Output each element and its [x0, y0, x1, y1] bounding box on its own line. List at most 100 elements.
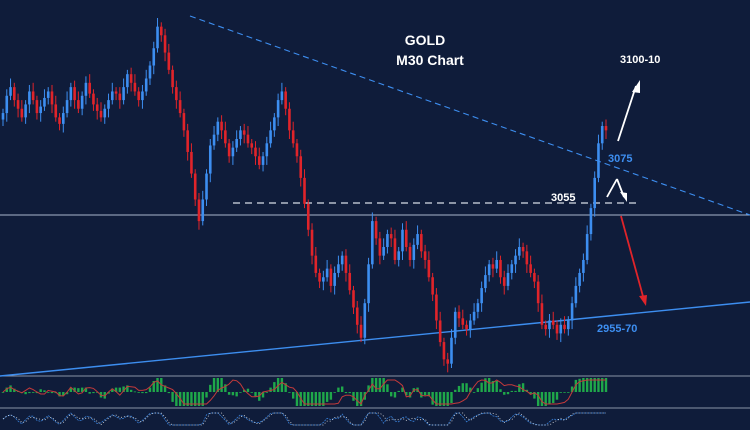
- histogram-signal-line: [2, 379, 606, 405]
- candle-body: [570, 303, 574, 321]
- candle-body: [499, 259, 502, 278]
- histogram-bar: [374, 378, 378, 392]
- histogram-bar: [540, 392, 544, 406]
- candle-body: [118, 93, 122, 101]
- candle-body: [224, 130, 227, 144]
- oscillator-line: [2, 412, 606, 426]
- candle-body: [46, 91, 50, 98]
- histogram-bar: [582, 378, 585, 392]
- histogram-bar: [401, 387, 404, 392]
- candle-body: [186, 130, 189, 152]
- histogram-bar: [405, 392, 408, 396]
- candle-body: [235, 138, 238, 148]
- candle-body: [465, 324, 468, 330]
- support-trendline: [0, 301, 750, 377]
- chart-title-timeframe: M30 Chart: [396, 52, 464, 68]
- histogram-bar: [261, 392, 265, 398]
- histogram-bar: [559, 392, 562, 393]
- candle-body: [208, 145, 212, 174]
- histogram-bar: [438, 392, 442, 406]
- histogram-bar: [107, 392, 110, 394]
- candle-body: [446, 359, 450, 364]
- candle-body: [103, 108, 107, 118]
- candle-body: [329, 268, 333, 286]
- candle-body: [54, 104, 58, 118]
- histogram-bar: [31, 392, 35, 393]
- candle-body: [529, 264, 532, 273]
- candle-body: [484, 275, 487, 289]
- candle-body: [600, 126, 604, 144]
- candle-body: [288, 108, 291, 131]
- histogram-bar: [367, 385, 370, 392]
- histogram-bar: [265, 392, 269, 393]
- histogram-bar: [118, 387, 122, 392]
- candle-body: [84, 82, 88, 96]
- histogram-bar: [314, 392, 318, 406]
- histogram-bar: [129, 389, 133, 392]
- candle-body: [408, 247, 412, 260]
- histogram-bar: [163, 385, 167, 392]
- candle-body: [487, 264, 491, 276]
- candle-body: [337, 264, 340, 273]
- candle-body: [216, 121, 220, 135]
- candle-body: [20, 108, 24, 118]
- histogram-bar: [5, 387, 8, 392]
- candle-body: [495, 259, 499, 269]
- histogram-bar: [156, 378, 159, 392]
- candle-body: [589, 208, 593, 235]
- candle-body: [333, 272, 336, 286]
- candle-body: [371, 221, 374, 265]
- chart-title-symbol: GOLD: [405, 32, 445, 48]
- candle-body: [197, 199, 201, 222]
- histogram-bar: [1, 392, 5, 393]
- histogram-bar: [356, 392, 359, 406]
- candle-body: [431, 277, 434, 295]
- histogram-bar: [518, 384, 521, 392]
- candle-body: [220, 121, 223, 131]
- candle-body: [77, 100, 80, 109]
- candle-body: [5, 95, 9, 114]
- histogram-bar: [597, 378, 600, 392]
- bearish-scenario-arrow: [620, 215, 647, 306]
- histogram-bar: [88, 392, 91, 394]
- candle-body: [397, 251, 401, 260]
- histogram-bar: [469, 387, 472, 392]
- histogram-bar: [442, 392, 446, 406]
- candle-body: [295, 143, 299, 157]
- candle-body: [265, 143, 269, 157]
- histogram-bar: [216, 378, 220, 392]
- candle-body: [476, 303, 480, 312]
- candle-body: [129, 74, 133, 83]
- candle-body: [137, 91, 140, 101]
- candle-body: [416, 234, 419, 245]
- histogram-bar: [510, 390, 513, 392]
- histogram-bar: [58, 392, 61, 397]
- histogram-bar: [487, 378, 491, 392]
- candle-body: [525, 251, 529, 265]
- candle-body: [404, 229, 408, 248]
- histogram-bar: [280, 378, 284, 392]
- candle-body: [567, 320, 570, 330]
- histogram-bar: [175, 392, 178, 406]
- histogram-bar: [96, 392, 99, 393]
- histogram-bar: [397, 390, 400, 392]
- candle-body: [412, 244, 416, 260]
- candle-body: [386, 234, 389, 248]
- histogram-bar: [114, 387, 118, 392]
- candle-body: [310, 229, 314, 256]
- histogram-bar: [167, 392, 171, 394]
- histogram-bar: [291, 392, 295, 399]
- histogram-bar: [465, 383, 468, 392]
- histogram-bar: [386, 384, 389, 392]
- histogram-bar: [431, 392, 434, 405]
- candle-body: [114, 91, 118, 94]
- candle-body: [514, 255, 517, 265]
- histogram-bar: [273, 382, 276, 392]
- candle-body: [261, 156, 265, 165]
- histogram-bar: [250, 392, 253, 393]
- histogram-bar: [514, 390, 517, 392]
- candle-body: [13, 87, 16, 101]
- candle-body: [314, 255, 318, 273]
